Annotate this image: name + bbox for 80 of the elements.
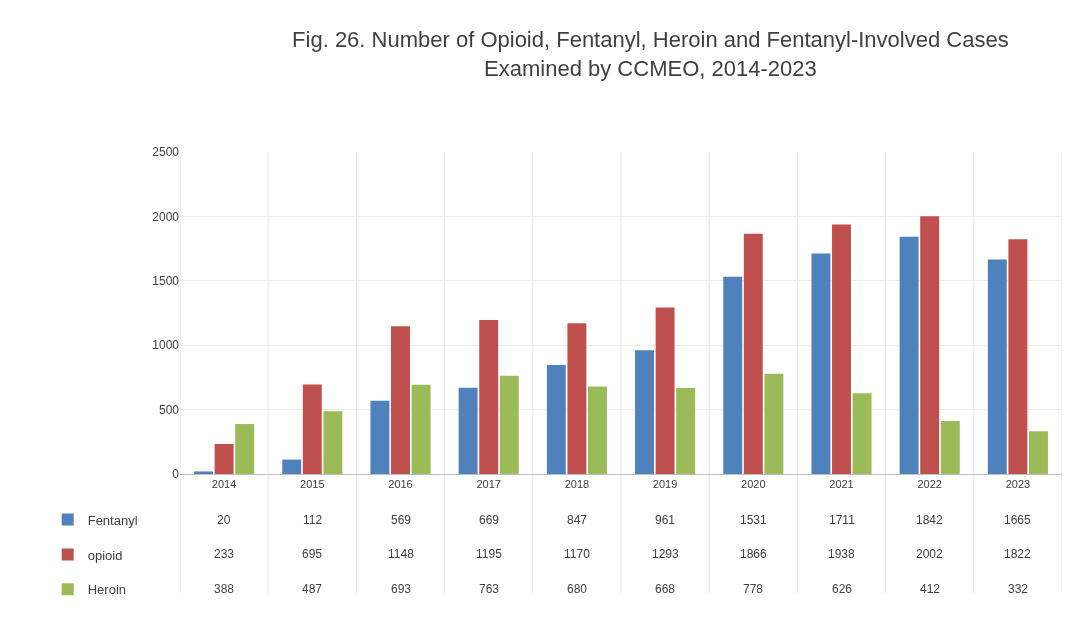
x-tick-label: 2014 <box>211 478 237 491</box>
bar <box>852 393 872 474</box>
bar <box>940 420 960 474</box>
legend-label: Heroin <box>87 582 126 598</box>
y-tick-label: 2500 <box>152 145 180 160</box>
data-label: 1842 <box>916 513 944 527</box>
bar <box>676 387 696 474</box>
legend-label: Fentanyl <box>87 512 138 528</box>
y-tick-label: 1000 <box>152 338 180 353</box>
x-tick-label: 2020 <box>741 478 766 491</box>
data-label: 1822 <box>1004 547 1032 561</box>
data-label: 847 <box>567 513 588 527</box>
bar <box>832 224 851 474</box>
data-label: 695 <box>302 547 323 561</box>
bar <box>458 387 478 474</box>
bar <box>635 350 654 474</box>
data-label: 20 <box>217 513 231 527</box>
bar <box>899 236 919 474</box>
bar <box>1008 239 1028 474</box>
y-tick-label: 0 <box>172 467 180 482</box>
data-label: 1170 <box>564 547 591 561</box>
data-label: 668 <box>655 582 676 596</box>
bar <box>235 424 255 474</box>
x-tick-label: 2018 <box>564 478 590 491</box>
bar <box>370 400 390 474</box>
bar <box>479 320 499 474</box>
x-tick-label: 2016 <box>388 478 413 491</box>
data-label: 693 <box>391 582 412 596</box>
data-label: 412 <box>920 582 941 596</box>
bar <box>655 307 675 474</box>
bar <box>567 323 587 474</box>
data-label: 112 <box>303 513 323 527</box>
bar <box>764 373 784 474</box>
data-label: 388 <box>214 582 235 596</box>
bar <box>743 233 763 474</box>
y-tick-label: 2000 <box>152 209 180 224</box>
bar <box>499 375 519 474</box>
x-tick-label: 2023 <box>1005 478 1031 491</box>
data-label: 1711 <box>829 513 856 527</box>
data-label: 1293 <box>652 547 680 561</box>
data-label: 332 <box>1008 582 1029 596</box>
x-tick-label: 2015 <box>300 478 325 491</box>
x-tick-label: 2019 <box>652 478 678 491</box>
data-label: 1938 <box>828 547 856 561</box>
data-label: 961 <box>655 513 676 527</box>
bar <box>920 216 940 474</box>
bar <box>1029 431 1048 474</box>
bar <box>194 471 213 474</box>
data-label: 1531 <box>740 513 768 527</box>
data-label: 2002 <box>916 547 944 561</box>
bar <box>987 259 1007 474</box>
data-label: 669 <box>479 513 500 527</box>
data-label: 778 <box>743 582 764 596</box>
x-tick-label: 2022 <box>917 478 942 491</box>
bar <box>411 384 431 474</box>
data-label: 763 <box>479 582 500 596</box>
data-label: 569 <box>391 513 412 527</box>
bar <box>282 459 302 474</box>
x-tick-label: 2021 <box>829 478 854 491</box>
y-tick-label: 1500 <box>152 274 180 288</box>
data-label: 487 <box>302 582 323 596</box>
bar <box>302 384 322 474</box>
legend-label: opioid <box>87 547 123 563</box>
data-label: 1665 <box>1004 513 1032 527</box>
data-label: 1866 <box>740 547 768 561</box>
chart-title: Fig. 26. Number of Opioid, Fentanyl, Heroin and Fentanyl-Involved Cases Examined by CCMEO, 2014-2023 <box>292 27 1009 81</box>
bar <box>723 276 743 474</box>
data-label: 1148 <box>388 547 415 561</box>
bar <box>391 326 410 474</box>
bar <box>588 386 607 474</box>
bar <box>546 364 566 474</box>
data-label: 680 <box>567 582 588 596</box>
x-tick-label: 2017 <box>476 478 501 491</box>
y-tick-label: 500 <box>158 402 180 417</box>
bar <box>811 253 831 474</box>
bar <box>323 411 343 474</box>
bar <box>214 443 234 474</box>
data-label: 1195 <box>476 547 503 561</box>
data-label: 233 <box>214 547 235 561</box>
data-label: 626 <box>832 582 853 596</box>
